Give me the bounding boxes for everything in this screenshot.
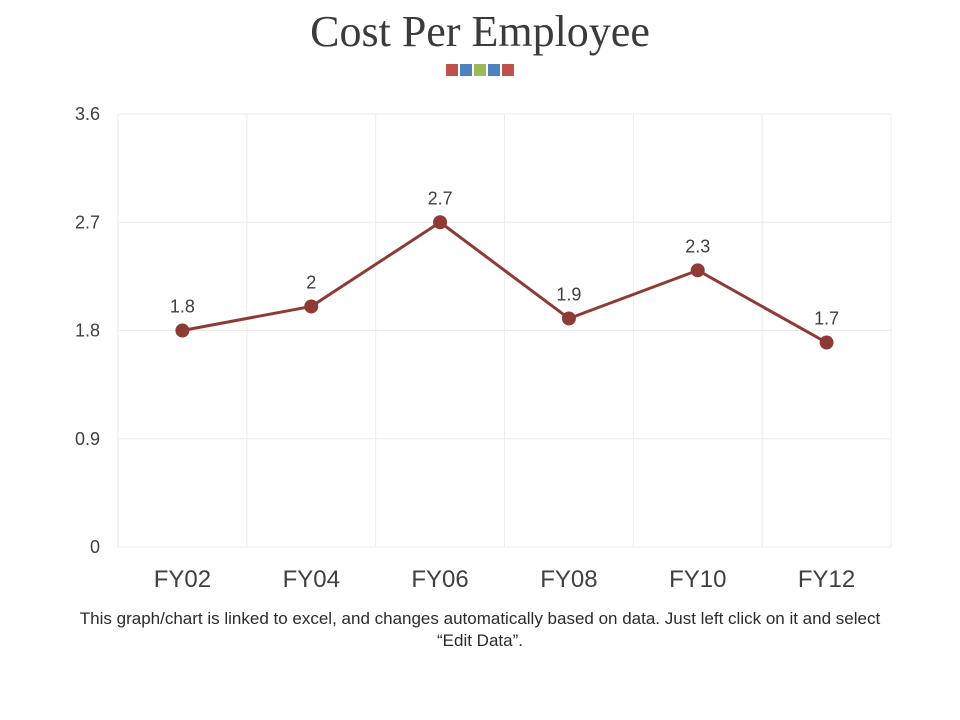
x-tick-label: FY12 xyxy=(798,566,855,593)
data-point xyxy=(561,311,576,326)
decor-square xyxy=(474,64,486,76)
data-point xyxy=(690,263,705,278)
decor-square xyxy=(502,64,514,76)
data-label: 1.8 xyxy=(170,297,195,317)
data-point xyxy=(304,299,319,314)
y-tick-label: 1.8 xyxy=(75,321,100,341)
data-label: 2.7 xyxy=(428,188,453,208)
x-tick-label: FY06 xyxy=(411,566,468,593)
y-tick-label: 0.9 xyxy=(75,429,100,449)
footnote: This graph/chart is linked to excel, and… xyxy=(79,609,881,650)
decor-square xyxy=(446,64,458,76)
x-tick-label: FY08 xyxy=(540,566,597,593)
line-chart[interactable]: 0 0.9 1.8 2.7 3.6 FY02 FY04 FY06 FY08 FY10 FY12 1.8… xyxy=(0,0,960,600)
x-tick-label: FY02 xyxy=(154,566,211,593)
data-label: 2 xyxy=(306,272,316,292)
data-point xyxy=(175,323,190,338)
x-tick-label: FY10 xyxy=(669,566,726,593)
data-label: 2.3 xyxy=(685,236,710,256)
y-tick-label: 3.6 xyxy=(75,104,100,124)
data-label: 1.7 xyxy=(814,309,839,329)
series-line xyxy=(182,220,828,344)
data-label: 1.9 xyxy=(556,284,581,304)
title-decoration xyxy=(0,64,960,76)
decor-square xyxy=(460,64,472,76)
y-tick-label: 0 xyxy=(90,537,100,557)
data-point xyxy=(433,215,448,230)
chart-title: Cost Per Employee xyxy=(310,7,650,56)
decor-square xyxy=(488,64,500,76)
x-tick-label: FY04 xyxy=(283,566,340,593)
y-tick-label: 2.7 xyxy=(75,212,100,232)
data-point xyxy=(819,335,834,350)
